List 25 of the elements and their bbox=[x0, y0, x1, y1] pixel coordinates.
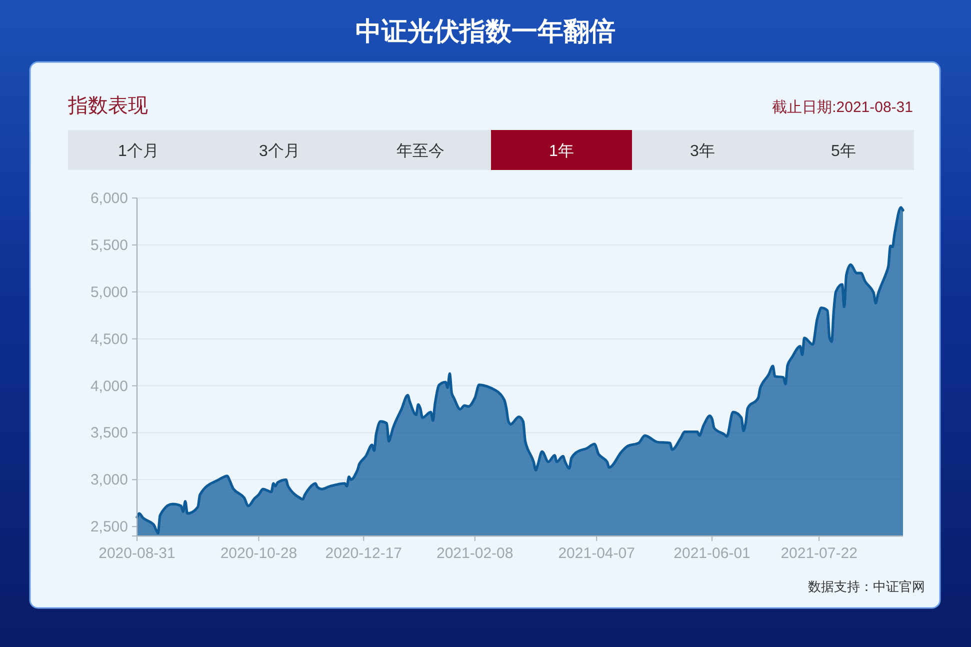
x-tick-label: 2020-10-28 bbox=[220, 545, 298, 562]
title: 中证光伏指数一年翻倍 bbox=[356, 16, 616, 46]
cutoff-date-note: 截止日期:2021-08-31 bbox=[772, 99, 913, 116]
y-tick-label: 5,500 bbox=[90, 236, 128, 254]
y-tick-label: 4,500 bbox=[90, 330, 128, 348]
x-tick-label: 2021-06-01 bbox=[674, 545, 750, 562]
y-tick-label: 3,000 bbox=[90, 472, 128, 489]
x-tick-label: 2020-08-31 bbox=[98, 545, 176, 562]
tab-label: 3年 bbox=[690, 143, 715, 160]
x-tick-label: 2021-07-22 bbox=[780, 545, 858, 562]
x-tick-label: 2020-12-17 bbox=[325, 545, 402, 562]
y-tick-label: 5,000 bbox=[90, 284, 128, 301]
tab-label: 1个月 bbox=[118, 143, 159, 160]
x-tick-label: 2021-04-07 bbox=[558, 545, 635, 562]
y-tick-label: 2,500 bbox=[90, 518, 128, 536]
tab-label: 1年 bbox=[549, 143, 574, 160]
y-tick-label: 3,500 bbox=[90, 424, 128, 442]
tab-label: 5年 bbox=[831, 143, 856, 160]
y-tick-label: 6,000 bbox=[90, 190, 128, 207]
x-tick-label: 2021-02-08 bbox=[436, 545, 514, 562]
source-note: 数据支持：中证官网 bbox=[808, 579, 925, 594]
tab-label: 3个月 bbox=[259, 143, 300, 160]
subtitle: 指数表现 bbox=[68, 95, 148, 117]
tab-label: 年至今 bbox=[396, 143, 444, 160]
y-tick-label: 4,000 bbox=[90, 378, 128, 395]
